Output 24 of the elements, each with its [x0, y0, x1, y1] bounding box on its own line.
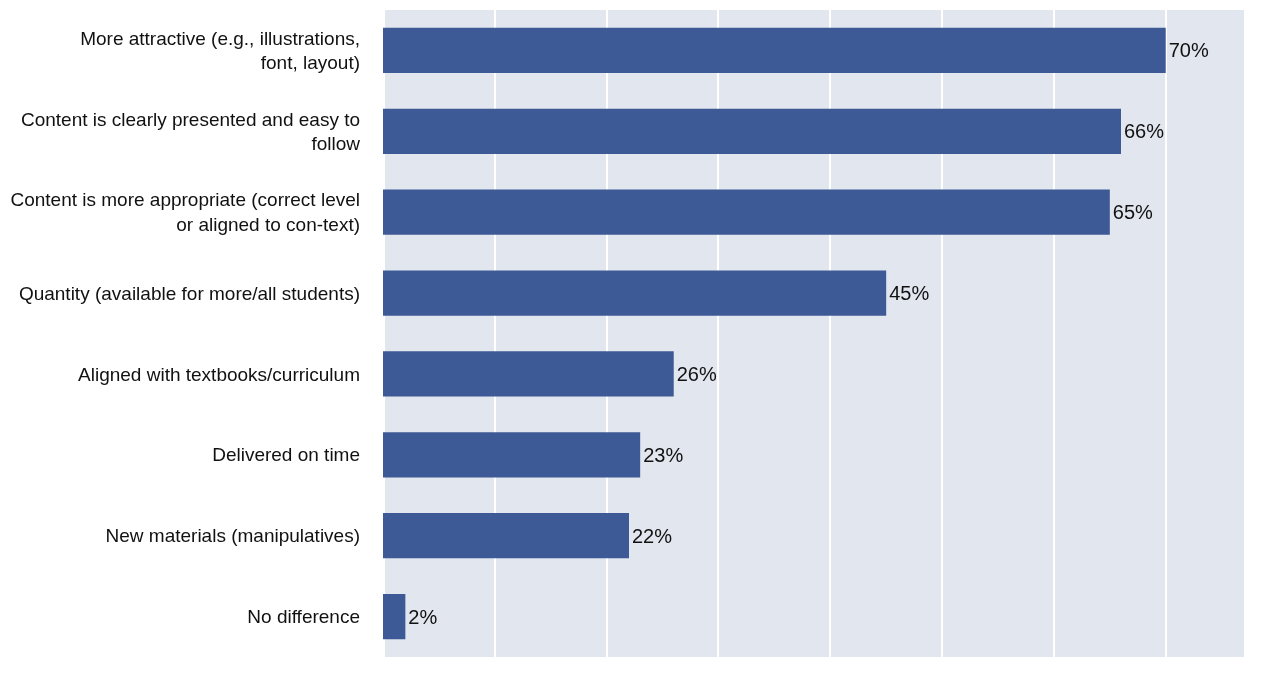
y-tick-label: No difference: [247, 606, 360, 628]
bar: [383, 513, 629, 559]
y-tick-label: Aligned with textbooks/curriculum: [78, 363, 360, 385]
data-label: 23%: [643, 443, 684, 466]
y-tick-label: Content is clearly presented and easy to follow: [20, 108, 361, 155]
y-tick-label: Delivered on time: [212, 444, 360, 466]
y-tick-label: More attractive (e.g., illustrations, font, layout): [80, 27, 360, 74]
data-label: 2%: [408, 605, 438, 628]
bar: [383, 351, 674, 397]
data-label: 22%: [632, 524, 673, 547]
bar: [383, 593, 406, 640]
y-tick-label: Quantity (available for more/all students): [18, 282, 360, 304]
bar: [383, 270, 887, 316]
data-label: 70%: [1168, 39, 1209, 62]
data-label: 45%: [889, 282, 930, 305]
y-tick-label: Content is more appropriate (correct level or aligned to con-text): [10, 189, 360, 236]
data-label: 65%: [1112, 201, 1154, 224]
bar: [383, 432, 641, 478]
bar: [383, 27, 1166, 74]
data-label: 26%: [676, 362, 717, 385]
y-tick-label: New materials (manipulatives): [105, 525, 360, 547]
data-label: 66%: [1124, 120, 1165, 143]
bar: [383, 108, 1121, 154]
bar: [383, 189, 1110, 235]
